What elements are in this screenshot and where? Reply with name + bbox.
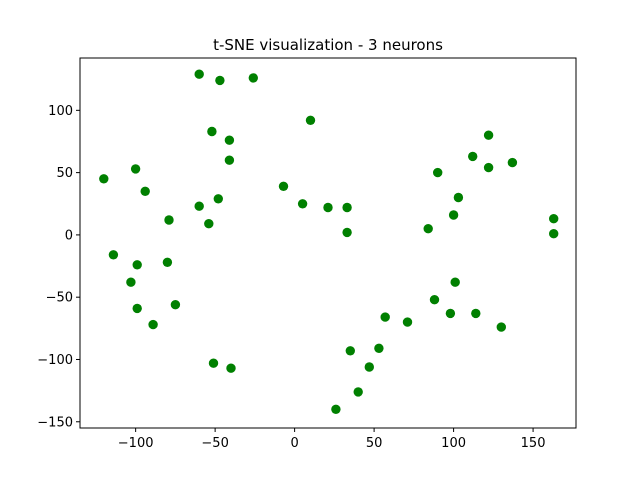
y-tick-label: −150	[37, 415, 73, 430]
data-point	[99, 174, 109, 184]
data-point	[323, 202, 333, 213]
data-point	[108, 250, 119, 260]
data-point	[374, 343, 384, 353]
data-point	[213, 194, 223, 204]
data-point	[130, 164, 141, 174]
data-point	[471, 308, 481, 319]
data-points	[99, 69, 559, 414]
data-point	[162, 257, 173, 267]
data-point	[433, 167, 443, 178]
data-point	[194, 201, 204, 211]
y-tick-label: 100	[48, 104, 73, 119]
data-point	[468, 151, 478, 162]
data-point	[204, 219, 214, 229]
data-point	[140, 186, 150, 196]
data-point	[126, 277, 136, 287]
data-point	[342, 202, 352, 213]
data-point	[305, 115, 316, 126]
data-point	[164, 215, 174, 225]
data-point	[132, 260, 142, 270]
data-point	[331, 404, 341, 414]
data-point	[224, 135, 235, 145]
data-point	[297, 199, 308, 209]
data-point	[148, 319, 158, 330]
y-tick-label: −50	[46, 291, 73, 306]
data-point	[224, 155, 235, 165]
data-point	[248, 73, 258, 83]
chart-title: t-SNE visualization - 3 neurons	[213, 36, 443, 54]
data-point	[132, 303, 142, 314]
data-point	[345, 346, 355, 356]
x-tick-label: 50	[366, 436, 383, 451]
data-point	[445, 308, 456, 319]
data-point	[450, 277, 460, 287]
x-tick-label: 0	[290, 436, 298, 451]
data-point	[170, 300, 181, 310]
data-point	[429, 295, 440, 305]
data-point	[342, 227, 352, 238]
plot-frame	[79, 57, 577, 429]
data-point	[496, 322, 506, 332]
data-point	[507, 157, 518, 168]
data-point	[402, 317, 413, 327]
data-point	[448, 210, 459, 220]
data-point	[194, 69, 204, 79]
data-point	[207, 126, 217, 137]
data-point	[549, 229, 559, 239]
data-point	[549, 214, 559, 224]
x-tick-label: −50	[201, 436, 228, 451]
y-tick-label: 0	[65, 228, 73, 243]
data-point	[453, 192, 464, 203]
data-point	[215, 75, 225, 86]
data-point	[278, 181, 289, 191]
axis-ticks: −100 −50 0 50 100 150 −150 −100 −50 0 50 100	[37, 104, 545, 451]
x-tick-label: 150	[521, 436, 546, 451]
data-point	[364, 362, 374, 372]
x-tick-label: 100	[441, 436, 466, 451]
data-point	[208, 358, 219, 368]
data-point	[483, 130, 494, 140]
data-point	[423, 224, 433, 234]
x-tick-label: −100	[118, 436, 154, 451]
data-point	[226, 363, 236, 373]
data-point	[380, 312, 390, 322]
y-tick-label: −100	[37, 353, 73, 368]
data-point	[483, 162, 494, 173]
y-tick-label: 50	[56, 166, 73, 181]
data-point	[353, 387, 363, 397]
